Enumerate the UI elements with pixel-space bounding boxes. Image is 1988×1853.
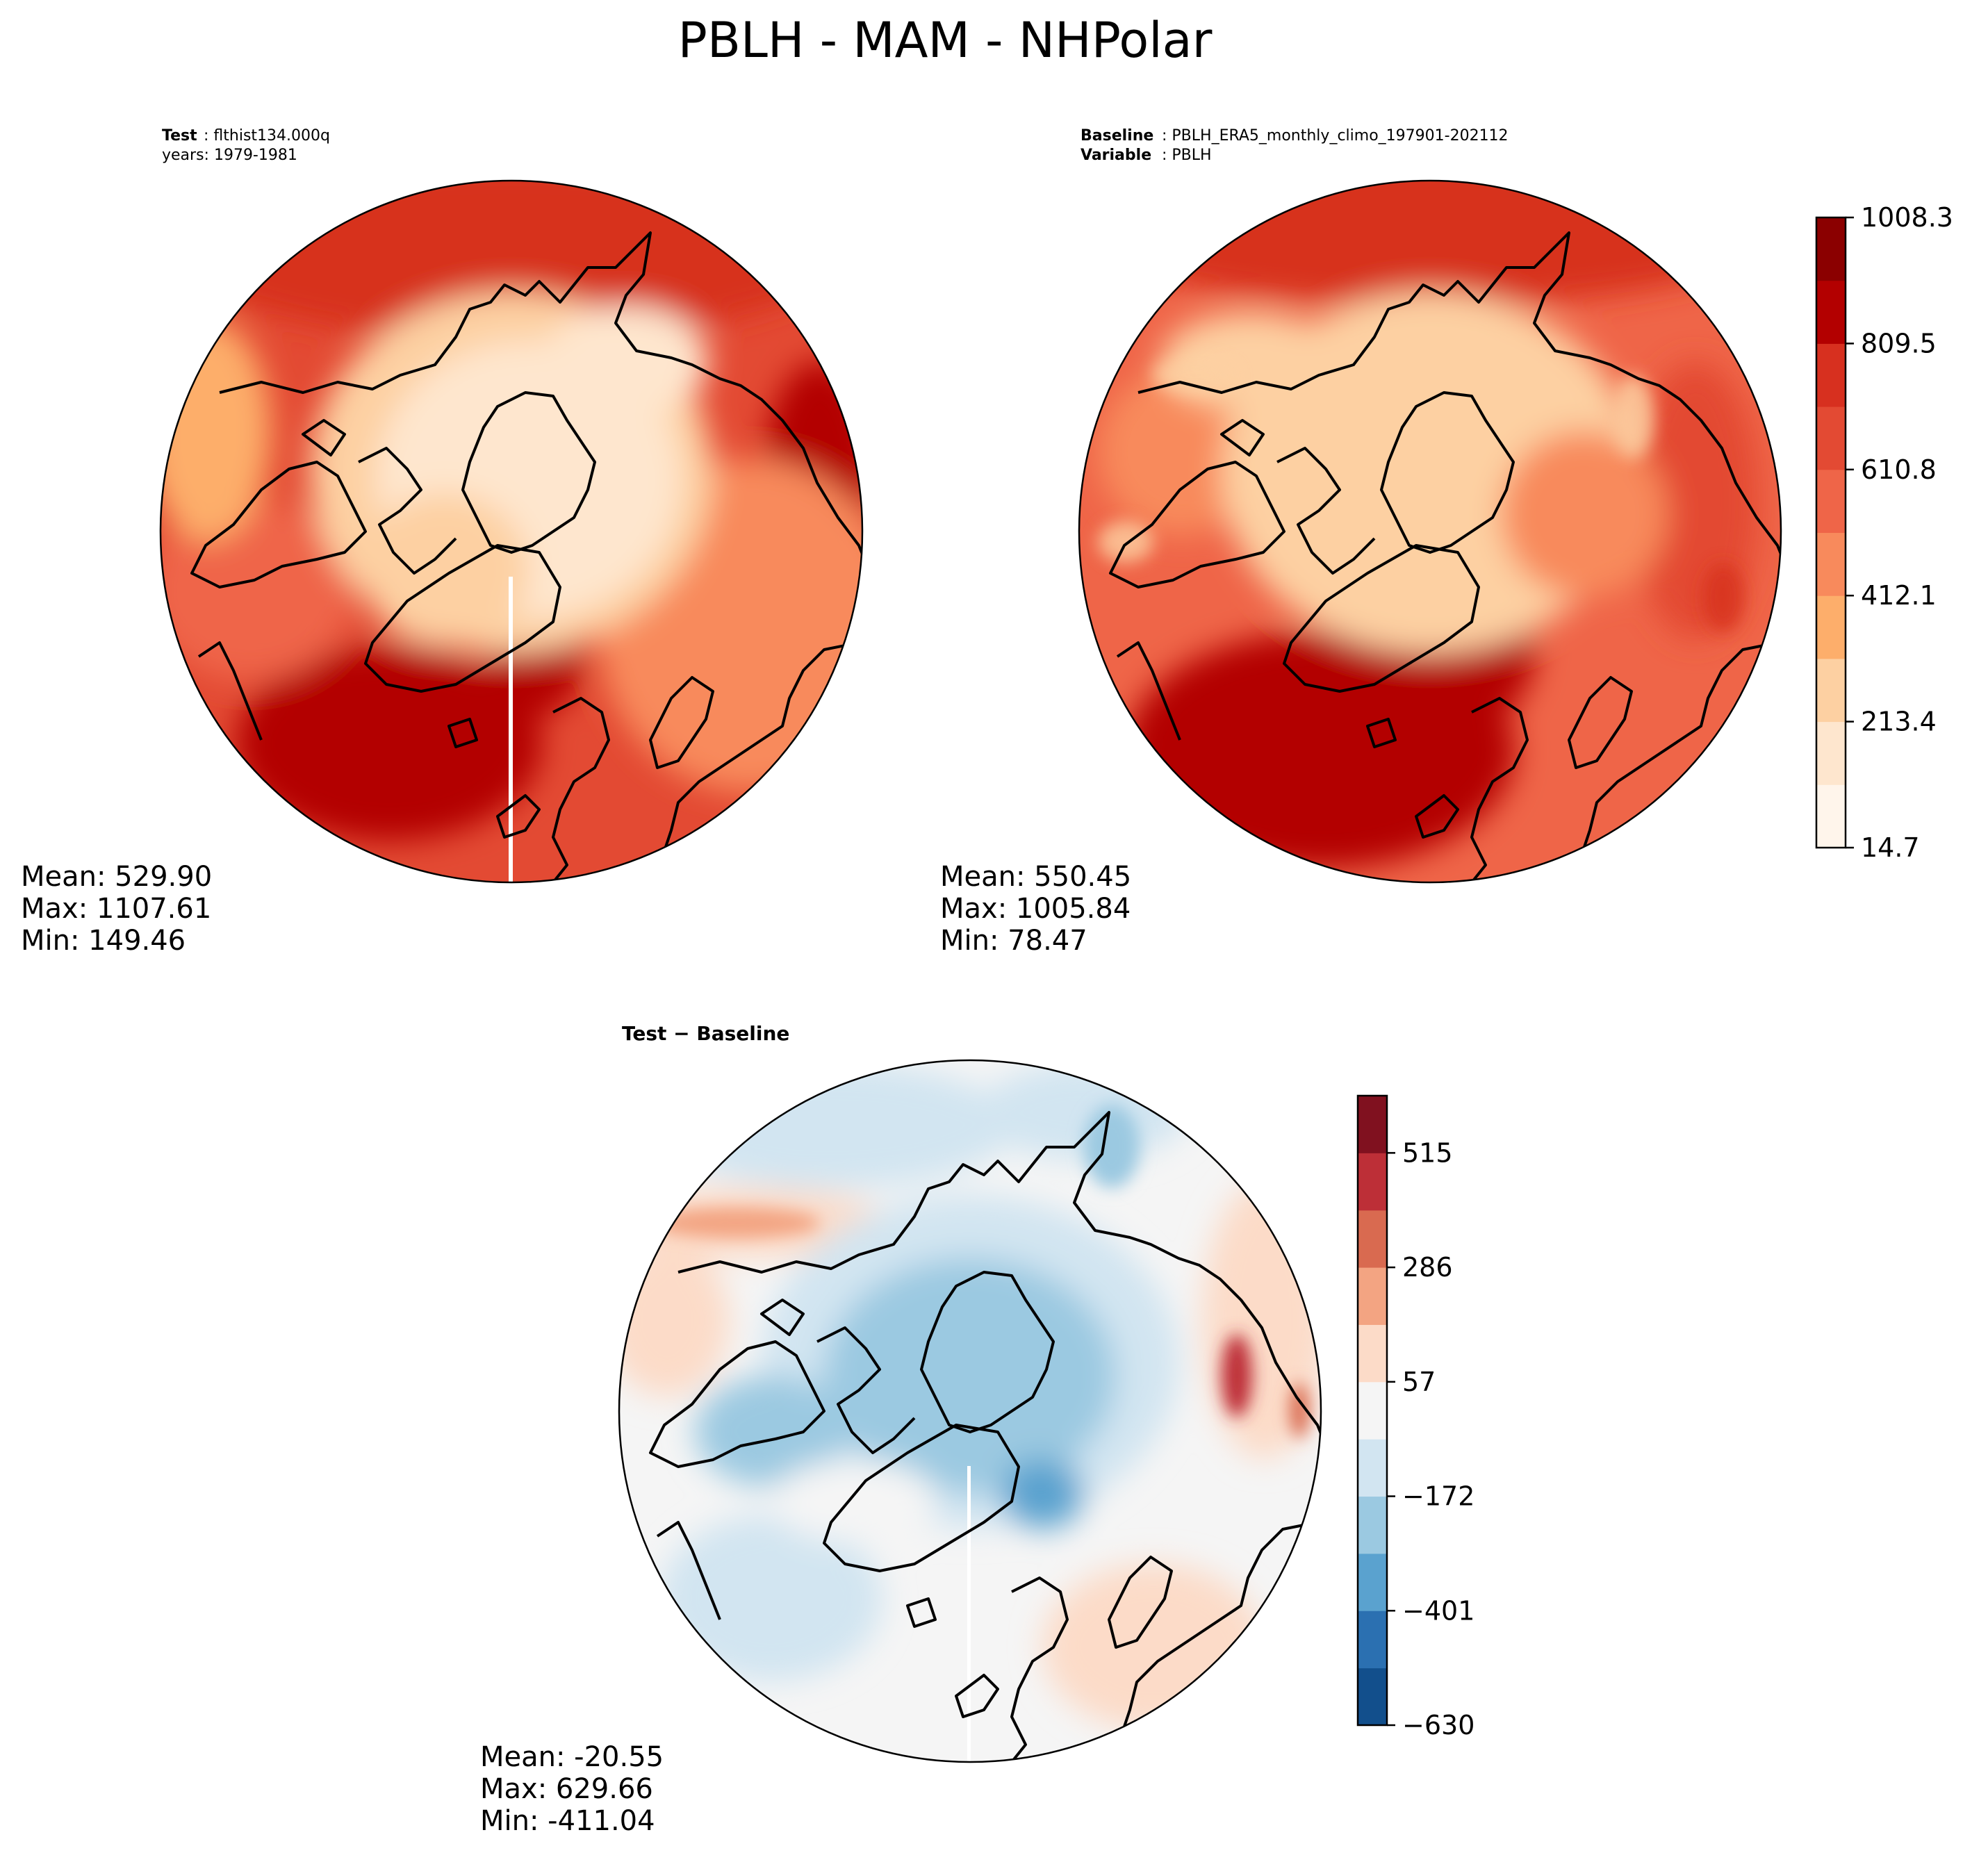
diff-colorbar-swatch	[1358, 1381, 1387, 1440]
baseline-map	[1078, 179, 1782, 884]
main-colorbar-swatch	[1816, 406, 1846, 470]
main-colorbar-tick-label: 14.7	[1861, 832, 1920, 863]
main-colorbar-swatch	[1816, 721, 1846, 785]
test-stat-min: Min: 149.46	[21, 925, 186, 957]
diff-colorbar-swatch	[1358, 1611, 1387, 1669]
diff-colorbar-tick-label: 515	[1402, 1137, 1453, 1168]
main-colorbar-swatch	[1816, 532, 1846, 596]
diff-colorbar-swatch	[1358, 1496, 1387, 1554]
diff-colorbar-tick-label: 286	[1402, 1252, 1453, 1283]
main-colorbar-tick-label: 213.4	[1861, 707, 1937, 737]
baseline-label-key: Baseline	[1081, 127, 1153, 145]
test-stat-mean: Mean: 529.90	[21, 861, 212, 893]
baseline-variable-value: : PBLH	[1162, 147, 1212, 164]
baseline-stat-min: Min: 78.47	[940, 925, 1087, 957]
main-colorbar-swatch	[1816, 343, 1846, 407]
diff-colorbar-tick-label: −630	[1402, 1710, 1474, 1740]
baseline-label-value: : PBLH_ERA5_monthly_climo_197901-202112	[1162, 127, 1509, 145]
figure-title: PBLH - MAM - NHPolar	[678, 12, 1213, 69]
diff-colorbar-swatch	[1358, 1267, 1387, 1325]
diff-colorbar-swatch	[1358, 1210, 1387, 1268]
baseline-stat-max: Max: 1005.84	[940, 893, 1131, 925]
diff-colorbar-swatch	[1358, 1439, 1387, 1497]
test-stat-max: Max: 1107.61	[21, 893, 211, 925]
diff-colorbar-swatch	[1358, 1553, 1387, 1611]
main-colorbar-swatch	[1816, 595, 1846, 659]
baseline-stat-mean: Mean: 550.45	[940, 861, 1131, 893]
diff-stat-mean: Mean: -20.55	[480, 1741, 664, 1773]
main-colorbar-tick-label: 809.5	[1861, 328, 1937, 359]
diff-colorbar-swatch	[1358, 1667, 1387, 1726]
test-years: years: 1979-1981	[162, 147, 297, 164]
diff-colorbar-tick-label: 57	[1402, 1367, 1436, 1397]
test-label-value: : flthist134.000q	[204, 127, 330, 145]
main-colorbar-tick-label: 1008.3	[1861, 202, 1953, 233]
baseline-variable-key: Variable	[1081, 147, 1151, 164]
colorbar-diff: −630 −401 −172 57 286 515	[1356, 1094, 1474, 1740]
main-colorbar-swatch	[1816, 217, 1846, 281]
main-colorbar-swatch	[1816, 280, 1846, 344]
main-colorbar-tick-label: 412.1	[1861, 580, 1937, 611]
main-colorbar-swatch	[1816, 658, 1846, 723]
diff-colorbar-swatch	[1358, 1324, 1387, 1383]
diff-stat-max: Max: 629.66	[480, 1773, 653, 1805]
diff-colorbar-tick-label: −172	[1402, 1481, 1474, 1512]
test-map	[159, 179, 864, 884]
diff-colorbar-tick-label: −401	[1402, 1595, 1474, 1626]
diff-map	[618, 1059, 1322, 1763]
diff-colorbar-swatch	[1358, 1153, 1387, 1211]
main-colorbar-frame	[1815, 216, 1847, 849]
diff-colorbar-swatch	[1358, 1096, 1387, 1153]
colorbar-main: 14.7 213.4 412.1 610.8 809.5 1008.3	[1815, 202, 1953, 863]
diff-title: Test − Baseline	[622, 1022, 789, 1045]
main-colorbar-tick-label: 610.8	[1861, 454, 1937, 485]
diff-stat-min: Min: -411.04	[480, 1805, 655, 1837]
main-colorbar-swatch	[1816, 469, 1846, 533]
main-colorbar-swatch	[1816, 784, 1846, 848]
diff-colorbar-frame	[1356, 1094, 1388, 1727]
test-label-key: Test	[162, 127, 197, 145]
